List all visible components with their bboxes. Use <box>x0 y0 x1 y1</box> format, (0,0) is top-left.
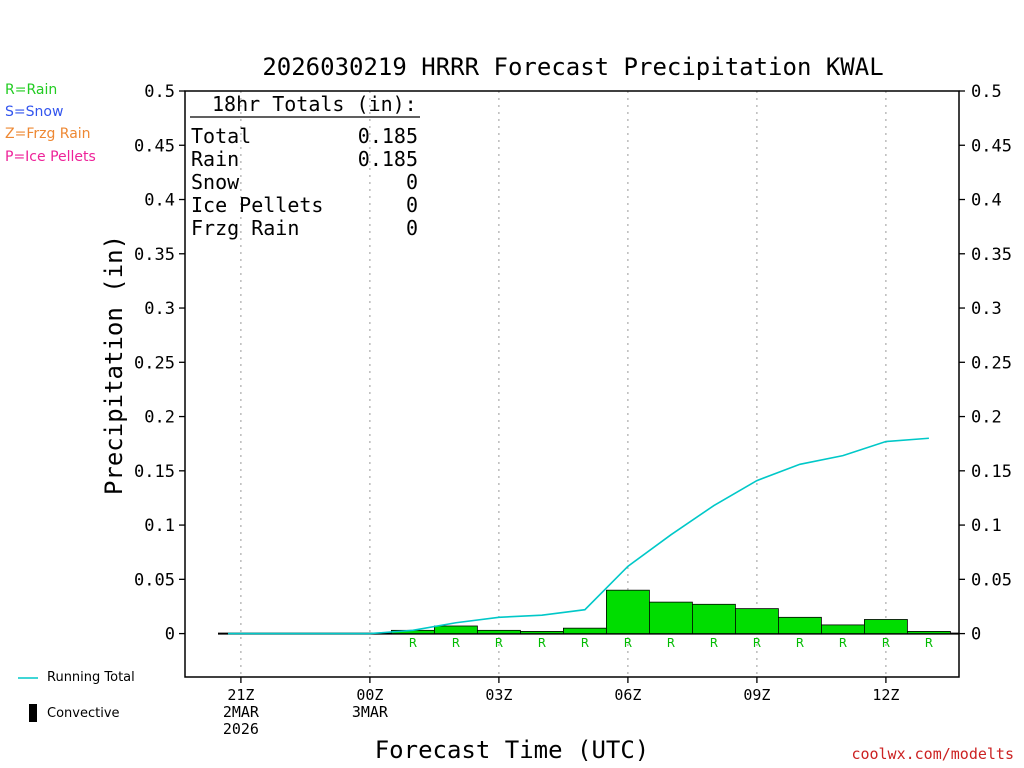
precip-type-marker: R <box>409 636 417 650</box>
x-tick-label: 3MAR <box>352 703 389 721</box>
grid-layer <box>218 91 959 677</box>
y-tick-label-right: 0.05 <box>971 570 1012 590</box>
x-tick-label: 09Z <box>743 686 770 704</box>
precip-bar <box>433 625 478 634</box>
y-tick-label-right: 0.4 <box>971 191 1002 211</box>
y-tick-label-left: 0.15 <box>134 462 175 482</box>
site-credit: coolwx.com/modelts <box>851 745 1014 763</box>
precip-bar <box>520 631 564 634</box>
totals-row-label: Rain <box>191 147 239 171</box>
precip-type-marker: R <box>753 636 761 650</box>
totals-row-label: Ice Pellets <box>191 193 323 217</box>
precip-bar <box>907 631 951 634</box>
totals-box: 18hr Totals (in): Total 0.185 Rain 0.185 Snow… <box>190 92 420 240</box>
x-tick-label: 2026 <box>223 720 259 738</box>
x-axis-label: Forecast Time (UTC) <box>375 736 650 764</box>
precip-type-marker: R <box>882 636 890 650</box>
legend-convective-label: Convective <box>47 706 120 721</box>
y-tick-label-left: 0.3 <box>144 299 175 319</box>
y-tick-label-right: 0.35 <box>971 245 1012 265</box>
x-tick-label: 06Z <box>614 686 641 704</box>
precip-bar <box>649 601 693 634</box>
precip-bar <box>864 619 908 634</box>
y-tick-label-left: 0.25 <box>134 353 175 373</box>
series-legend-swatches <box>18 677 38 722</box>
y-tick-label-left: 0.2 <box>144 408 175 428</box>
legend-convective-swatch <box>29 704 37 722</box>
legend-snow: S=Snow <box>5 104 64 120</box>
y-tick-label-left: 0 <box>165 625 175 645</box>
axis-layer: 0 00.05 0.050.1 0.10.15 0.150.2 0.20.25 0.250.… <box>134 82 1012 738</box>
precip-type-marker: R <box>839 636 847 650</box>
y-tick-label-left: 0.1 <box>144 516 175 536</box>
legend-rain: R=Rain <box>5 82 58 98</box>
totals-row-label: Total <box>191 124 251 148</box>
legend-freezing-rain: Z=Frzg Rain <box>5 126 91 142</box>
x-tick-label: 00Z <box>356 686 383 704</box>
precip-bar <box>692 603 736 634</box>
x-tick-label: 21Z <box>227 686 254 704</box>
precip-bar <box>606 589 650 634</box>
precip-bar <box>563 627 607 634</box>
precip-bar <box>476 629 521 634</box>
x-tick-label: 03Z <box>485 686 512 704</box>
precip-type-marker: R <box>925 636 933 650</box>
y-tick-label-left: 0.45 <box>134 136 175 156</box>
y-tick-label-left: 0.5 <box>144 82 175 102</box>
chart-title: 2026030219 HRRR Forecast Precipitation K… <box>262 53 883 81</box>
y-tick-label-left: 0.05 <box>134 570 175 590</box>
totals-row-label: Snow <box>191 170 240 194</box>
legend-ice-pellets: P=Ice Pellets <box>5 149 96 165</box>
totals-row-value: 0 <box>406 193 418 217</box>
precip-type-marker: R <box>581 636 589 650</box>
y-tick-label-right: 0.1 <box>971 516 1002 536</box>
precip-type-marker: R <box>624 636 632 650</box>
y-tick-label-right: 0.2 <box>971 408 1002 428</box>
y-tick-label-right: 0.15 <box>971 462 1012 482</box>
running-total-line <box>228 437 929 635</box>
totals-row-value: 0 <box>406 170 418 194</box>
y-tick-label-right: 0 <box>971 625 981 645</box>
y-tick-label-right: 0.3 <box>971 299 1002 319</box>
totals-row-value: 0.185 <box>358 124 418 148</box>
totals-row-value: 0 <box>406 216 418 240</box>
precip-type-marker: R <box>796 636 804 650</box>
totals-header: 18hr Totals (in): <box>212 92 417 116</box>
y-tick-label-left: 0.35 <box>134 245 175 265</box>
y-tick-label-left: 0.4 <box>144 191 175 211</box>
precip-type-marker: R <box>452 636 460 650</box>
totals-row-value: 0.185 <box>358 147 418 171</box>
totals-row-label: Frzg Rain <box>191 216 299 240</box>
x-tick-label: 12Z <box>872 686 899 704</box>
precip-type-marker: R <box>495 636 503 650</box>
legend-running-total-label: Running Total <box>47 670 135 685</box>
y-axis-label: Precipitation (in) <box>100 235 128 495</box>
y-tick-label-right: 0.25 <box>971 353 1012 373</box>
bar-layer <box>390 589 951 634</box>
precip-bar <box>778 616 822 634</box>
y-tick-label-right: 0.5 <box>971 82 1002 102</box>
y-tick-label-right: 0.45 <box>971 136 1012 156</box>
precip-bar <box>735 608 779 634</box>
precip-type-marker: R <box>667 636 675 650</box>
plot-frame <box>184 90 960 678</box>
running-total-layer <box>228 437 929 635</box>
x-tick-label: 2MAR <box>223 703 260 721</box>
precip-type-marker: R <box>538 636 546 650</box>
precip-bar <box>821 624 865 634</box>
precip-type-marker: R <box>710 636 718 650</box>
